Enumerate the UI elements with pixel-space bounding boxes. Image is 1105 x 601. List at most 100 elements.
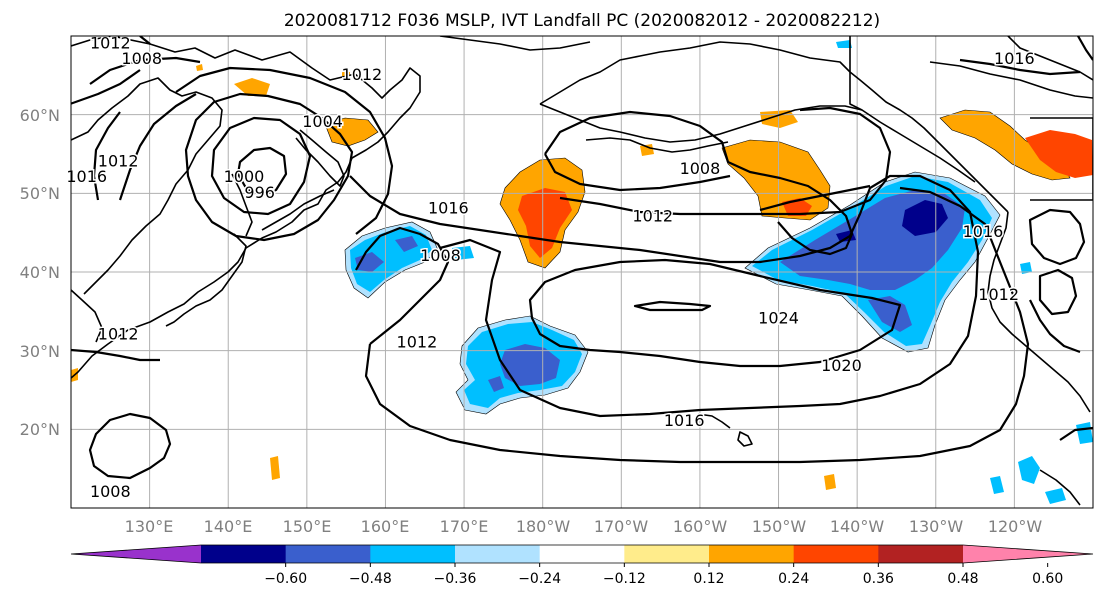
- isobar-1012: [355, 226, 450, 345]
- isobar-label: 1016: [66, 167, 107, 186]
- colorbar-tick-label: −0.24: [518, 571, 561, 587]
- isobar-label: 1008: [90, 482, 131, 501]
- isobar-1012: [1038, 268, 1078, 316]
- coastline-hawaii: [697, 413, 731, 429]
- isobar-1008: [544, 110, 854, 256]
- lon-label: 120°W: [988, 517, 1043, 536]
- lon-label: 180°W: [516, 517, 571, 536]
- isobar-1016: [1077, 36, 1093, 61]
- lon-label: 150°E: [283, 517, 332, 536]
- colorbar: −0.60 −0.48 −0.36 −0.24 −0.12 0.12 0.24 0.36 0.4…: [70, 544, 1094, 587]
- map-panel: 1012100810041000996101210161016100810121…: [20, 32, 1094, 536]
- coastline-hawaii: [737, 431, 753, 447]
- colorbar-swatch: [624, 545, 710, 563]
- longitude-labels: 130°E 140°E 150°E 160°E 170°E 180°W 170°…: [125, 517, 1043, 536]
- coastline-mexico: [1039, 469, 1081, 506]
- colorbar-swatch: [455, 545, 541, 563]
- colorbar-outline: [70, 544, 1094, 564]
- ivt-negative-region: [902, 200, 948, 236]
- lon-label: 140°E: [204, 517, 253, 536]
- coastline-canada: [929, 61, 1093, 99]
- isobar-label: 1012: [98, 324, 139, 343]
- isobar-label: 1016: [963, 222, 1004, 241]
- isobar-label: 1012: [397, 332, 438, 351]
- ivt-positive-region: [324, 117, 379, 147]
- colorbar-tick-label: 0.36: [863, 571, 894, 587]
- coastline-canada: [1007, 36, 1093, 81]
- isobar-label: 1012: [90, 33, 131, 52]
- isobar-label: 1008: [680, 159, 721, 178]
- isobar-1012: [71, 69, 141, 105]
- ivt-positive-region: [939, 109, 1071, 181]
- lon-label: 170°E: [440, 517, 489, 536]
- lat-label: 20°N: [20, 420, 60, 439]
- isobar-1012: [559, 106, 892, 216]
- ivt-negative-region: [836, 40, 852, 48]
- isobar-1024: [633, 300, 712, 312]
- isobar-1016: [92, 111, 121, 201]
- ivt-positive-region: [270, 456, 280, 480]
- colorbar-tick-label: 0.24: [778, 571, 809, 587]
- colorbar-extend-min: [71, 545, 201, 563]
- coastline-asia: [71, 36, 421, 379]
- isobar-1012: [118, 93, 197, 201]
- mslp-isobars: [71, 36, 1093, 480]
- isobar-label: 1012: [98, 151, 139, 170]
- ivt-positive-region: [1025, 130, 1093, 178]
- colorbar-tick-label: −0.36: [434, 571, 477, 587]
- ivt-negative-region: [990, 476, 1004, 494]
- isobar-1008: [89, 56, 201, 85]
- lon-label: 160°E: [361, 517, 410, 536]
- isobar-label: 1012: [632, 206, 673, 225]
- isobar-996: [236, 146, 288, 198]
- isobar-label: 1000: [224, 167, 265, 186]
- coastline-alaska: [539, 103, 863, 143]
- isobar-label: 1016: [428, 199, 469, 218]
- isobar-label: 1024: [758, 309, 799, 328]
- lon-label: 130°W: [909, 517, 964, 536]
- coastline-canada: [849, 36, 976, 183]
- coastline-asia: [71, 77, 223, 295]
- isobar-1000: [210, 116, 312, 216]
- coastline-japan: [231, 173, 253, 237]
- lat-label: 60°N: [20, 106, 60, 125]
- latitude-labels: 60°N 50°N 40°N 30°N 20°N: [20, 106, 60, 439]
- colorbar-tick-label: −0.60: [264, 571, 307, 587]
- map-frame: [70, 35, 1094, 509]
- colorbar-tick-label: 0.48: [947, 571, 978, 587]
- ivt-negative-region: [500, 344, 560, 386]
- colorbar-swatch: [793, 545, 879, 563]
- isobar-1008: [759, 184, 871, 212]
- isobar-label: 1004: [302, 112, 343, 131]
- colorbar-swatch: [539, 545, 625, 563]
- isobar-label: 1012: [342, 65, 383, 84]
- isobar-label: 1020: [821, 356, 862, 375]
- ivt-positive-region: [824, 474, 836, 490]
- lat-label: 50°N: [20, 184, 60, 203]
- colorbar-swatch: [285, 545, 371, 563]
- isobar-label: 1008: [121, 49, 162, 68]
- lon-label: 130°E: [125, 517, 174, 536]
- colorbar-swatch: [370, 545, 456, 563]
- coastline-canada: [1030, 118, 1093, 201]
- coastline-arctic: [439, 36, 591, 51]
- isobar-1008: [1059, 426, 1093, 441]
- isobar-1008: [544, 153, 731, 192]
- ivt-negative-region: [1018, 456, 1040, 484]
- coastline-japan: [261, 189, 335, 231]
- lat-label: 30°N: [20, 342, 60, 361]
- isobar-1012: [959, 58, 1081, 76]
- lon-label: 170°W: [594, 517, 649, 536]
- map-title: 2020081712 F036 MSLP, IVT Landfall PC (2…: [284, 11, 880, 31]
- ivt-positive-region: [640, 144, 654, 156]
- colorbar-extend-max: [963, 545, 1093, 563]
- ivt-positive-region: [196, 64, 203, 71]
- ivt-shading: [71, 40, 1093, 504]
- isobar-label: 1016: [994, 49, 1035, 68]
- colorbar-swatch: [878, 545, 964, 563]
- ivt-positive-region: [518, 188, 572, 258]
- colorbar-swatch: [709, 545, 795, 563]
- isobar-1020: [528, 258, 902, 368]
- coastline-asia: [71, 289, 103, 343]
